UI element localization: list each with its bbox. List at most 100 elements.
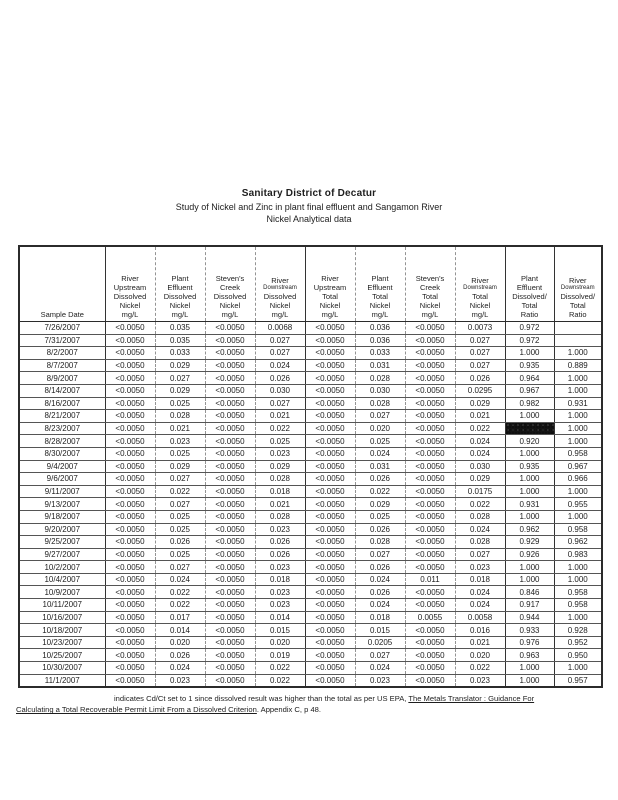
cell-river-upstream-dissolved: <0.0050 <box>104 560 155 574</box>
cell-stevens-creek-total: <0.0050 <box>404 598 455 612</box>
cell-plant-effluent-dissolved-total-ratio: 1.000 <box>504 409 554 423</box>
cell-plant-effluent-dissolved-total-ratio: 0.972 <box>504 321 554 335</box>
cell-river-downstream-total: 0.024 <box>454 598 505 612</box>
table-row: 10/30/2007 <0.0050 0.024 <0.0050 0.022 <0.005… <box>19 661 602 675</box>
cell-plant-effluent-total: 0.0205 <box>354 636 405 650</box>
cell-river-upstream-total: <0.0050 <box>304 674 355 688</box>
cell-plant-effluent-dissolved-total-ratio: 0.935 <box>504 460 554 474</box>
cell-plant-effluent-dissolved: 0.027 <box>154 472 205 486</box>
cell-river-downstream-dissolved-total-ratio: 0.958 <box>553 585 602 600</box>
cell-river-downstream-dissolved-total-ratio: 1.000 <box>553 611 602 625</box>
column-header-river-downstream-total: River Downstream Total Nickel mg/L <box>454 246 505 322</box>
cell-river-upstream-total: <0.0050 <box>304 447 355 461</box>
cell-river-downstream-dissolved-total-ratio: 0.958 <box>553 598 602 612</box>
cell-plant-effluent-dissolved: 0.027 <box>154 560 205 574</box>
cell-plant-effluent-dissolved-total-ratio: 1.000 <box>504 510 554 524</box>
cell-plant-effluent-dissolved-total-ratio: 0.933 <box>504 623 554 637</box>
cell-stevens-creek-dissolved: <0.0050 <box>204 611 255 625</box>
cell-plant-effluent-dissolved-total-ratio: 0.935 <box>504 359 554 373</box>
cell-river-downstream-total: 0.029 <box>454 472 505 486</box>
cell-stevens-creek-dissolved: <0.0050 <box>204 623 255 637</box>
cell-river-downstream-dissolved: 0.030 <box>254 384 305 398</box>
cell-plant-effluent-dissolved-total-ratio: 1.000 <box>504 573 554 587</box>
cell-stevens-creek-total: <0.0050 <box>404 585 455 600</box>
cell-plant-effluent-dissolved: 0.021 <box>154 422 205 436</box>
cell-river-downstream-dissolved: 0.029 <box>254 460 305 474</box>
table-row: 8/7/2007 <0.0050 0.029 <0.0050 0.024 <0.0050 0… <box>19 359 602 373</box>
cell-river-downstream-total: 0.016 <box>454 623 505 637</box>
cell-stevens-creek-dissolved: <0.0050 <box>204 434 255 448</box>
cell-river-downstream-total: 0.022 <box>454 661 505 675</box>
cell-river-downstream-dissolved: 0.023 <box>254 598 305 612</box>
cell-stevens-creek-total: <0.0050 <box>404 460 455 474</box>
cell-river-upstream-dissolved: <0.0050 <box>104 409 155 423</box>
cell-river-upstream-dissolved: <0.0050 <box>104 598 155 612</box>
cell-river-upstream-total: <0.0050 <box>304 661 355 675</box>
cell-sample-date: 10/16/2007 <box>19 611 105 625</box>
cell-river-upstream-dissolved: <0.0050 <box>104 472 155 486</box>
cell-plant-effluent-total: 0.015 <box>354 623 405 637</box>
cell-stevens-creek-total: <0.0050 <box>404 434 455 448</box>
cell-sample-date: 10/11/2007 <box>19 598 105 612</box>
footnote-text-plain-2: . Appendix C, p 48. <box>256 705 322 715</box>
cell-plant-effluent-dissolved-total-ratio: 0.964 <box>504 371 554 385</box>
cell-river-upstream-dissolved: <0.0050 <box>104 648 155 663</box>
cell-stevens-creek-dissolved: <0.0050 <box>204 636 255 650</box>
redacted-cell <box>504 422 554 436</box>
column-header-river-downstream-dissolved: River Downstream Dissolved Nickel mg/L <box>254 246 305 322</box>
cell-river-downstream-dissolved-total-ratio: 1.000 <box>553 346 602 360</box>
column-header-river-downstream-dissolved-total-ratio: River Downstream Dissolved/Total Ratio <box>553 246 602 322</box>
table-body: 7/26/2007 <0.0050 0.035 <0.0050 0.0068 <0.005… <box>19 321 602 688</box>
cell-river-downstream-dissolved-total-ratio: 0.931 <box>553 397 602 411</box>
cell-river-upstream-total: <0.0050 <box>304 497 355 511</box>
cell-sample-date: 8/14/2007 <box>19 384 105 398</box>
cell-stevens-creek-total: <0.0050 <box>404 334 455 348</box>
cell-stevens-creek-total: <0.0050 <box>404 384 455 398</box>
cell-sample-date: 10/25/2007 <box>19 648 105 663</box>
cell-river-downstream-dissolved: 0.028 <box>254 472 305 486</box>
cell-river-upstream-dissolved: <0.0050 <box>104 523 155 537</box>
cell-river-downstream-dissolved: 0.019 <box>254 648 305 663</box>
cell-plant-effluent-dissolved-total-ratio: 0.972 <box>504 334 554 348</box>
table-row: 10/9/2007 <0.0050 0.022 <0.0050 0.023 <0.0050… <box>19 585 602 600</box>
cell-river-upstream-total: <0.0050 <box>304 434 355 448</box>
cell-river-upstream-total: <0.0050 <box>304 636 355 650</box>
cell-river-upstream-dissolved: <0.0050 <box>104 434 155 448</box>
cell-river-downstream-dissolved: 0.022 <box>254 661 305 675</box>
cell-stevens-creek-total: <0.0050 <box>404 548 455 562</box>
cell-sample-date: 9/13/2007 <box>19 497 105 511</box>
cell-plant-effluent-dissolved: 0.026 <box>154 535 205 549</box>
cell-river-downstream-dissolved-total-ratio <box>553 334 602 348</box>
table-row: 10/4/2007 <0.0050 0.024 <0.0050 0.018 <0.0050… <box>19 573 602 587</box>
cell-stevens-creek-total: <0.0050 <box>404 447 455 461</box>
cell-plant-effluent-dissolved: 0.025 <box>154 510 205 524</box>
cell-stevens-creek-total: <0.0050 <box>404 371 455 385</box>
cell-plant-effluent-dissolved: 0.022 <box>154 585 205 600</box>
cell-plant-effluent-total: 0.028 <box>354 397 405 411</box>
cell-plant-effluent-dissolved: 0.029 <box>154 359 205 373</box>
cell-river-upstream-dissolved: <0.0050 <box>104 384 155 398</box>
cell-river-downstream-dissolved: 0.023 <box>254 560 305 574</box>
cell-river-downstream-dissolved-total-ratio: 0.950 <box>553 648 602 663</box>
table-header: Sample Date River Upstream Dissolved Nickel m… <box>19 246 602 322</box>
footnote-line-2: Calculating a Total Recoverable Permit L… <box>16 704 606 715</box>
cell-river-downstream-dissolved: 0.014 <box>254 611 305 625</box>
cell-stevens-creek-dissolved: <0.0050 <box>204 510 255 524</box>
cell-river-upstream-dissolved: <0.0050 <box>104 334 155 348</box>
cell-river-downstream-dissolved: 0.022 <box>254 674 305 688</box>
cell-sample-date: 11/1/2007 <box>19 674 105 688</box>
cell-river-upstream-dissolved: <0.0050 <box>104 585 155 600</box>
cell-river-downstream-dissolved-total-ratio: 1.000 <box>553 661 602 675</box>
cell-plant-effluent-dissolved-total-ratio: 0.920 <box>504 434 554 448</box>
cell-stevens-creek-total: <0.0050 <box>404 359 455 373</box>
document-subtitle: Study of Nickel and Zinc in plant final … <box>175 202 443 212</box>
document-subtitle2: Nickel Analytical data <box>266 214 352 224</box>
cell-river-downstream-total: 0.027 <box>454 334 505 348</box>
cell-river-upstream-dissolved: <0.0050 <box>104 661 155 675</box>
cell-river-upstream-dissolved: <0.0050 <box>104 359 155 373</box>
cell-river-upstream-total: <0.0050 <box>304 535 355 549</box>
cell-river-downstream-dissolved: 0.024 <box>254 359 305 373</box>
cell-plant-effluent-dissolved: 0.035 <box>154 334 205 348</box>
cell-river-downstream-dissolved-total-ratio <box>553 321 602 335</box>
cell-stevens-creek-dissolved: <0.0050 <box>204 447 255 461</box>
